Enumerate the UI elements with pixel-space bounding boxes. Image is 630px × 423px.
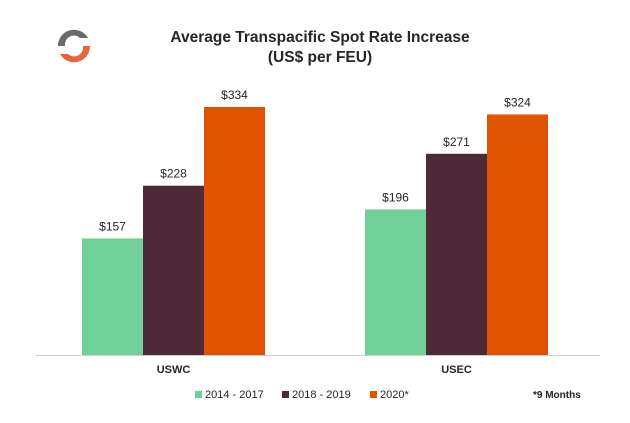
bar-usec-series-3 [487, 114, 548, 356]
legend-label-2: 2018 - 2019 [292, 389, 351, 401]
data-label-uswc-series-2: $228 [160, 167, 187, 181]
data-label-usec-series-2: $271 [443, 135, 470, 149]
chart-title-line-1: Average Transpacific Spot Rate Increase [170, 29, 470, 46]
x-tick-label-uswc: USWC [157, 364, 191, 376]
bar-usec-series-1 [365, 209, 426, 355]
data-label-usec-series-1: $196 [382, 190, 409, 204]
legend-label-1: 2014 - 2017 [205, 389, 264, 401]
legend-swatch-1 [195, 391, 202, 398]
legend-swatch-3 [370, 391, 377, 398]
legend-swatch-2 [282, 391, 289, 398]
bar-uswc-series-2 [143, 185, 204, 355]
legend-label-3: 2020* [380, 389, 409, 401]
data-label-usec-series-3: $324 [504, 95, 531, 109]
data-label-uswc-series-3: $334 [221, 88, 248, 102]
bar-usec-series-2 [426, 153, 487, 355]
data-label-uswc-series-1: $157 [99, 219, 126, 233]
chart-title: Average Transpacific Spot Rate Increase … [110, 28, 530, 68]
chart-title-line-2: (US$ per FEU) [267, 49, 373, 66]
footnote: *9 Months [533, 390, 581, 401]
company-logo-icon [57, 29, 91, 63]
bar-uswc-series-3 [204, 107, 265, 355]
bar-uswc-series-1 [82, 238, 143, 355]
x-tick-label-usec: USEC [441, 364, 472, 376]
